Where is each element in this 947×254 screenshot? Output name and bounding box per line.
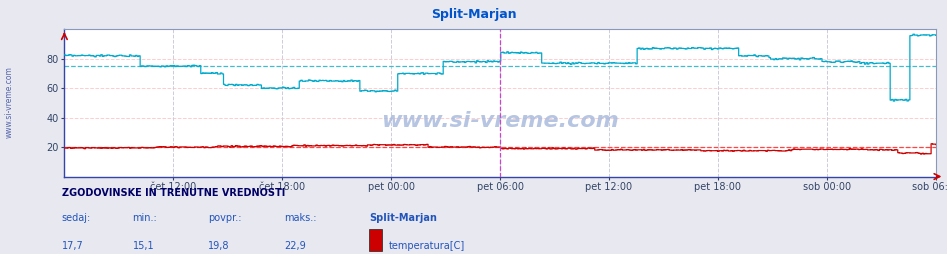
Text: povpr.:: povpr.: [208, 213, 241, 223]
Text: sedaj:: sedaj: [62, 213, 91, 223]
Text: ZGODOVINSKE IN TRENUTNE VREDNOSTI: ZGODOVINSKE IN TRENUTNE VREDNOSTI [62, 188, 285, 198]
Text: 17,7: 17,7 [62, 241, 83, 251]
Text: Split-Marjan: Split-Marjan [431, 8, 516, 21]
Text: 19,8: 19,8 [208, 241, 230, 251]
Text: www.si-vreme.com: www.si-vreme.com [381, 110, 619, 131]
Text: min.:: min.: [133, 213, 157, 223]
Text: www.si-vreme.com: www.si-vreme.com [5, 66, 14, 137]
Text: temperatura[C]: temperatura[C] [388, 241, 465, 251]
Text: Split-Marjan: Split-Marjan [369, 213, 438, 223]
Text: 22,9: 22,9 [284, 241, 306, 251]
Text: maks.:: maks.: [284, 213, 316, 223]
Text: 15,1: 15,1 [133, 241, 154, 251]
